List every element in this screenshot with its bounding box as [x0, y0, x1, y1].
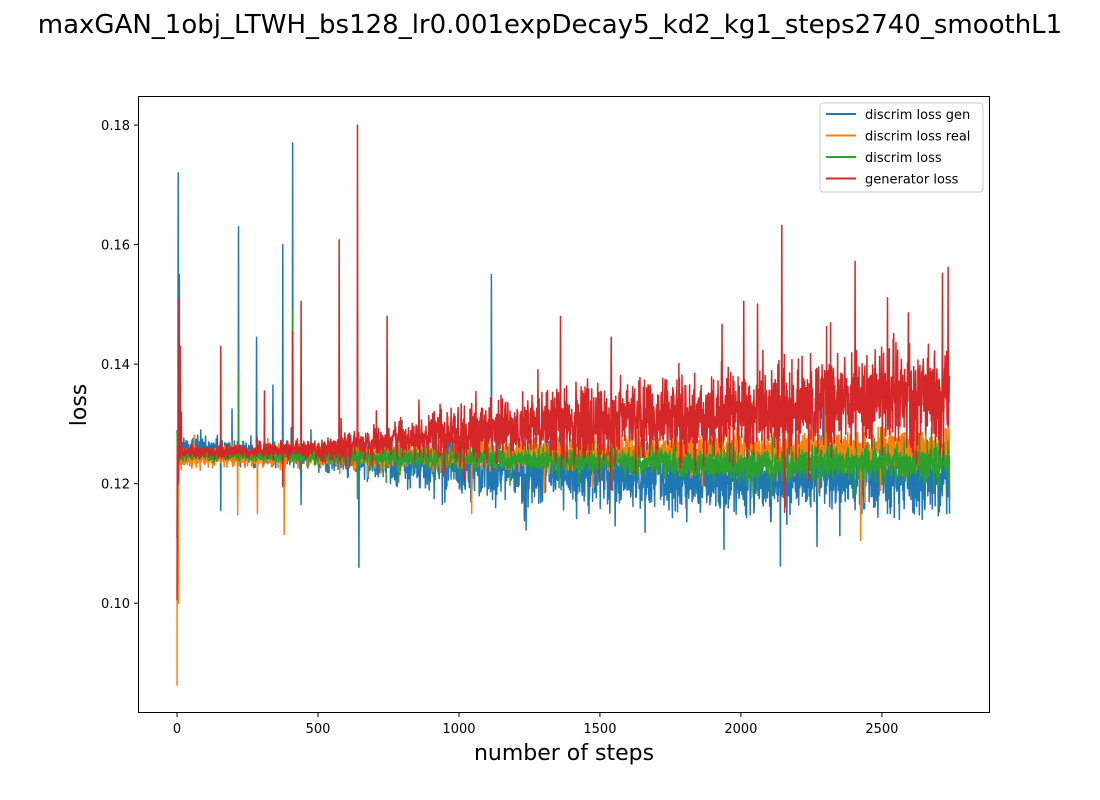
x-tick-label: 1500 [583, 722, 616, 737]
legend-entry: discrim loss gen [865, 108, 970, 123]
legend-box [819, 102, 984, 193]
y-axis-ticks: 0.10 0.12 0.14 0.16 0.18 [101, 119, 139, 612]
y-tick-label: 0.18 [101, 119, 130, 134]
x-tick-label: 0 [173, 722, 181, 737]
legend-entry: discrim loss real [865, 130, 970, 145]
x-tick-label: 2000 [724, 722, 757, 737]
legend: discrim loss gen discrim loss real discrim… [819, 102, 984, 193]
chart-title: maxGAN_1obj_LTWH_bs128_lr0.001expDecay5_… [37, 10, 1063, 40]
x-tick-label: 1000 [442, 722, 475, 737]
x-axis-label: number of steps [474, 741, 654, 766]
y-tick-label: 0.16 [101, 239, 130, 254]
y-tick-label: 0.12 [101, 478, 130, 493]
x-tick-label: 2500 [865, 722, 898, 737]
x-tick-label: 500 [306, 722, 331, 737]
x-axis-ticks: 0 500 1000 1500 2000 2500 [173, 712, 898, 737]
series-line-3 [176, 124, 951, 601]
plot-frame [138, 96, 990, 713]
y-tick-label: 0.10 [101, 597, 130, 612]
legend-entry: discrim loss [865, 151, 942, 166]
y-axis-label: loss [67, 384, 92, 427]
series-layer [176, 124, 951, 686]
y-tick-label: 0.14 [101, 358, 130, 373]
legend-entry: generator loss [865, 173, 959, 188]
